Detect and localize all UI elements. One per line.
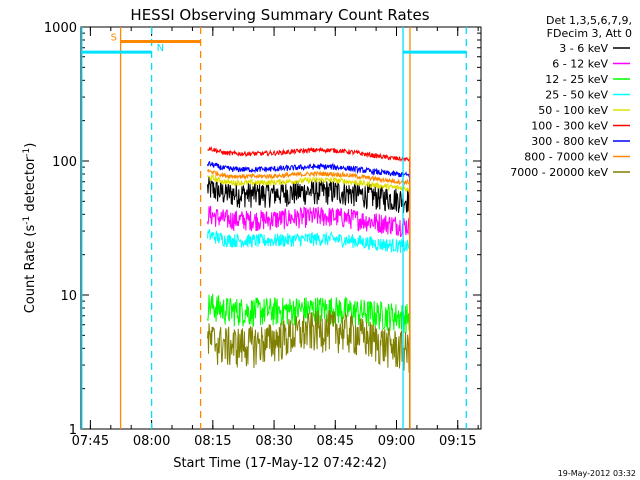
- series-line: [207, 293, 411, 333]
- x-tick-label: 09:00: [378, 434, 415, 449]
- legend-label: 7000 - 20000 keV: [510, 166, 608, 179]
- legend-label: 25 - 50 keV: [545, 89, 608, 102]
- flag-label: S: [111, 32, 117, 43]
- series-line: [207, 161, 411, 178]
- series-line: [207, 205, 411, 238]
- legend-header-line-1: Det 1,3,5,6,7,9,: [546, 14, 632, 27]
- y-tick-label: 1000: [44, 21, 77, 36]
- series-line: [207, 174, 411, 193]
- x-tick-label: 07:45: [72, 434, 109, 449]
- legend: Det 1,3,5,6,7,9, FDecim 3, Att 0 3 - 6 k…: [510, 14, 632, 179]
- legend-label: 6 - 12 keV: [552, 58, 608, 71]
- x-tick-label: 08:45: [317, 434, 354, 449]
- flag-label: N: [157, 43, 164, 54]
- plot-area: 1 10 100 1000 07:45 08:00 08:15 08:30 08:45 09:00…: [44, 21, 482, 449]
- footer-timestamp: 19-May-2012 03:32: [558, 469, 636, 478]
- legend-label: 3 - 6 keV: [559, 42, 608, 55]
- series-line: [207, 176, 411, 214]
- legend-label: 50 - 100 keV: [538, 104, 608, 117]
- series-line: [207, 145, 411, 162]
- x-tick-label: 08:15: [194, 434, 231, 449]
- x-tick-label: 09:15: [439, 434, 476, 449]
- y-tick-label: 100: [52, 155, 77, 170]
- series-line: [207, 169, 411, 186]
- chart-title: HESSI Observing Summary Count Rates: [130, 6, 429, 24]
- x-tick-label: 08:00: [133, 434, 170, 449]
- x-tick-label: 08:30: [255, 434, 292, 449]
- plot-frame: [80, 26, 482, 430]
- legend-label: 100 - 300 keV: [531, 120, 608, 133]
- legend-header-line-2: FDecim 3, Att 0: [547, 27, 632, 40]
- legend-label: 300 - 800 keV: [531, 135, 608, 148]
- y-tick-label: 1: [69, 423, 77, 438]
- y-tick-label: 10: [60, 289, 77, 304]
- legend-label: 800 - 7000 keV: [524, 151, 608, 164]
- y-axis-label: Count Rate (s-1 detector-1): [22, 143, 38, 314]
- series-line: [207, 229, 411, 254]
- series-line: [207, 310, 411, 373]
- x-axis-label: Start Time (17-May-12 07:42:42): [173, 456, 387, 471]
- legend-label: 12 - 25 keV: [545, 73, 608, 86]
